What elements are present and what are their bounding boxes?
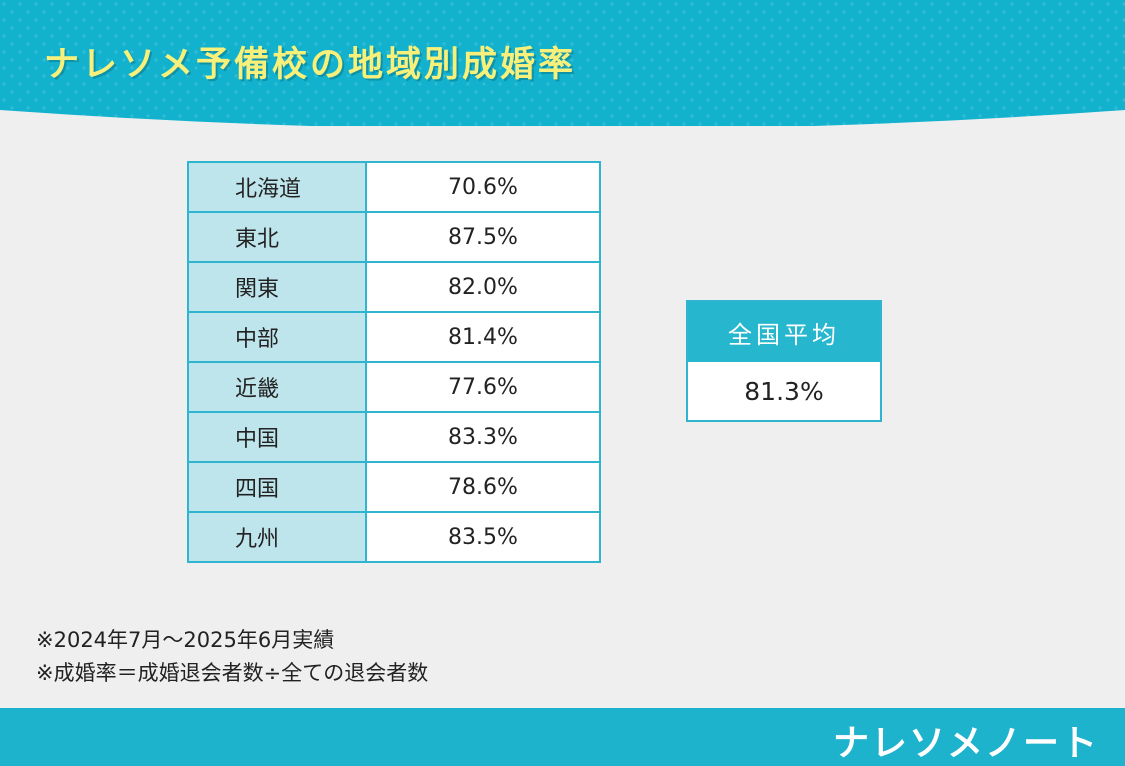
region-rate: 82.0% [365, 261, 601, 313]
region-name: 北海道 [187, 161, 367, 213]
table-row: 関東 82.0% [187, 261, 601, 313]
region-rate: 77.6% [365, 361, 601, 413]
table-row: 中部 81.4% [187, 311, 601, 363]
region-rate: 78.6% [365, 461, 601, 513]
table-row: 四国 78.6% [187, 461, 601, 513]
footer-bar: ナレソメノート [0, 708, 1125, 766]
table-row: 近畿 77.6% [187, 361, 601, 413]
table-row: 北海道 70.6% [187, 161, 601, 213]
region-name: 四国 [187, 461, 367, 513]
page-title: ナレソメ予備校の地域別成婚率 [44, 45, 577, 85]
brand-logo: ナレソメノート [832, 723, 1099, 764]
table-row: 東北 87.5% [187, 211, 601, 263]
footnotes: ※2024年7月〜2025年6月実績 ※成婚率＝成婚退会者数÷全ての退会者数 [36, 624, 428, 690]
table-row: 中国 83.3% [187, 411, 601, 463]
region-name: 近畿 [187, 361, 367, 413]
national-average-label: 全国平均 [688, 302, 880, 362]
region-name: 中部 [187, 311, 367, 363]
regional-rate-table: 北海道 70.6% 東北 87.5% 関東 82.0% 中部 81.4% 近畿 … [187, 161, 601, 563]
table-row: 九州 83.5% [187, 511, 601, 563]
region-rate: 83.3% [365, 411, 601, 463]
footnote-period: ※2024年7月〜2025年6月実績 [36, 628, 335, 652]
header-banner: ナレソメ予備校の地域別成婚率 [0, 0, 1125, 126]
region-rate: 83.5% [365, 511, 601, 563]
national-average-box: 全国平均 81.3% [686, 300, 882, 422]
region-name: 中国 [187, 411, 367, 463]
footnote-definition: ※成婚率＝成婚退会者数÷全ての退会者数 [36, 661, 429, 685]
region-rate: 81.4% [365, 311, 601, 363]
header-background [0, 0, 1125, 126]
region-name: 東北 [187, 211, 367, 263]
region-rate: 87.5% [365, 211, 601, 263]
region-name: 九州 [187, 511, 367, 563]
national-average-value: 81.3% [688, 362, 880, 420]
region-name: 関東 [187, 261, 367, 313]
region-rate: 70.6% [365, 161, 601, 213]
